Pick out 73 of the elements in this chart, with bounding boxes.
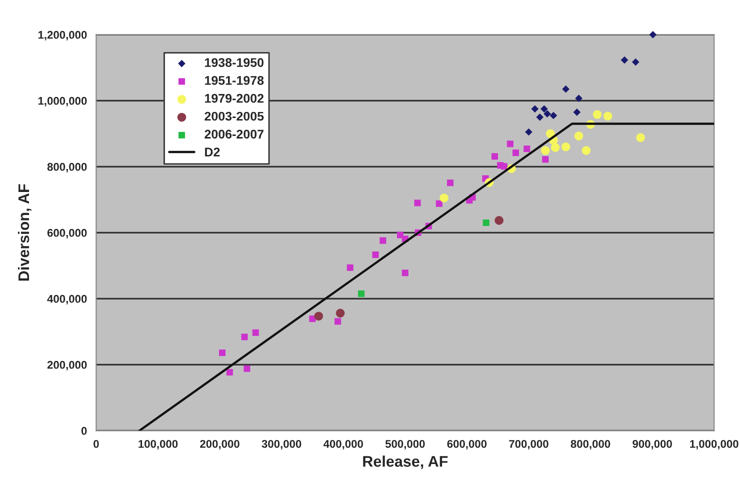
point xyxy=(573,108,581,116)
point xyxy=(252,329,259,336)
point xyxy=(620,56,628,64)
point xyxy=(494,216,504,225)
x-tick-label: 400,000 xyxy=(323,440,363,450)
point xyxy=(592,110,602,119)
point xyxy=(358,290,365,297)
legend-label: 1951-1978 xyxy=(205,76,264,85)
y-tick-label: 600,000 xyxy=(47,228,87,238)
point xyxy=(542,156,549,163)
point xyxy=(482,219,490,226)
x-tick-label: 800,000 xyxy=(570,440,610,450)
point xyxy=(574,132,584,140)
point xyxy=(402,270,408,276)
x-tick-label: 1,000,000 xyxy=(690,440,738,450)
point xyxy=(561,142,570,152)
point xyxy=(525,128,532,136)
legend-label: 1938-1950 xyxy=(205,58,264,67)
point xyxy=(314,312,324,321)
point xyxy=(241,334,248,340)
legend-label: D2 xyxy=(205,148,220,156)
point xyxy=(541,146,550,155)
x-tick-label: 900,000 xyxy=(632,440,672,450)
point xyxy=(649,30,657,38)
point xyxy=(218,350,226,356)
x-tick-label: 0 xyxy=(94,440,99,448)
point xyxy=(512,150,520,156)
legend-label: 2006-2007 xyxy=(204,130,264,139)
y-tick-label: 800,000 xyxy=(47,162,87,172)
point xyxy=(550,112,558,120)
point xyxy=(575,94,582,102)
point xyxy=(632,58,640,66)
point xyxy=(544,110,551,118)
point xyxy=(550,143,560,152)
point xyxy=(491,153,498,160)
point xyxy=(540,105,548,113)
y-tick-label: 400,000 xyxy=(47,294,87,304)
point xyxy=(524,146,530,152)
x-tick-label: 500,000 xyxy=(385,440,425,450)
point xyxy=(309,316,316,322)
point xyxy=(226,368,233,376)
point xyxy=(396,232,404,238)
x-tick-label: 700,000 xyxy=(509,440,548,450)
x-tick-label: 600,000 xyxy=(447,440,487,450)
point xyxy=(372,252,379,258)
point xyxy=(436,200,442,207)
y-tick-label: 200,000 xyxy=(47,360,87,370)
y-axis-title: Diversion, AF xyxy=(18,184,32,281)
x-tick-label: 300,000 xyxy=(262,440,302,450)
point xyxy=(447,180,454,186)
legend-label: 2003-2005 xyxy=(204,112,264,121)
point xyxy=(334,318,342,325)
y-tick-label: 1,000,000 xyxy=(38,96,87,106)
point xyxy=(440,194,448,202)
point xyxy=(562,85,570,93)
point xyxy=(506,140,514,148)
point xyxy=(536,113,544,121)
x-tick-label: 200,000 xyxy=(200,440,240,450)
point xyxy=(636,133,645,142)
point xyxy=(336,308,345,318)
point xyxy=(244,365,250,372)
x-axis-title: Release, AF xyxy=(363,456,448,470)
legend-label: 1979-2002 xyxy=(205,94,264,103)
x-tick-label: 100,000 xyxy=(138,440,178,450)
point xyxy=(414,200,421,206)
point xyxy=(531,105,539,113)
point xyxy=(500,163,508,170)
point xyxy=(346,264,354,271)
point xyxy=(582,146,591,155)
y-tick-label: 0 xyxy=(81,426,87,435)
point xyxy=(380,237,386,244)
point xyxy=(603,112,612,121)
y-tick-label: 1,200,000 xyxy=(38,30,87,40)
